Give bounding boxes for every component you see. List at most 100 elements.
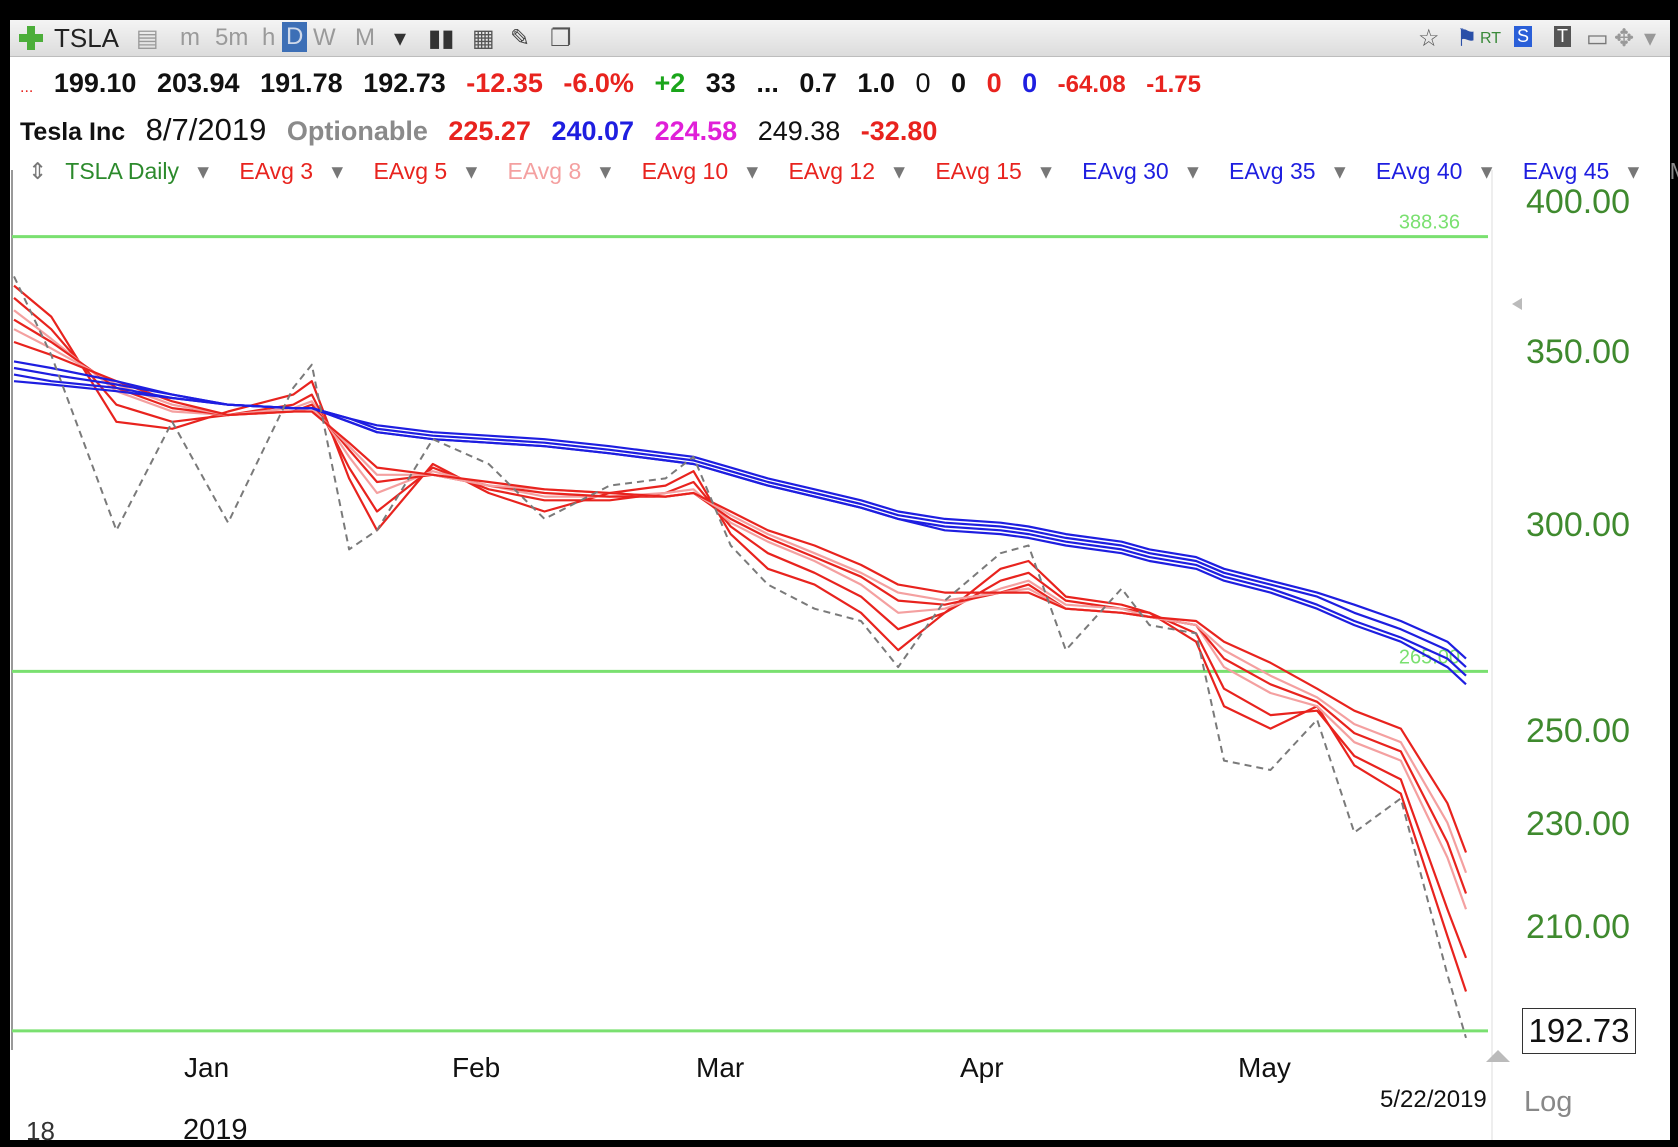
ema-line bbox=[13, 380, 1467, 660]
ema-line bbox=[13, 309, 1468, 910]
stat-value-2: 240.07 bbox=[551, 116, 635, 146]
y-tick-label: 250.00 bbox=[1526, 712, 1630, 750]
legend-item-eavg45[interactable]: EAvg 45 ▾ bbox=[1523, 158, 1651, 184]
ratio-value-1: 0.7 bbox=[799, 68, 837, 98]
symbol-field[interactable]: TSLA bbox=[54, 23, 120, 53]
scan-badge[interactable]: S bbox=[1514, 26, 1533, 47]
save-icon[interactable]: ▭ bbox=[1586, 25, 1609, 52]
pencil-icon[interactable]: ✎ bbox=[510, 25, 531, 52]
timeframe-m[interactable]: m bbox=[180, 24, 200, 51]
move-icon[interactable]: ✥ bbox=[1614, 25, 1635, 52]
stat-value-4: 249.38 bbox=[757, 116, 841, 146]
zero-value-2: 0 bbox=[951, 68, 967, 98]
timeframe-w[interactable]: W bbox=[313, 24, 336, 51]
ema-line bbox=[13, 340, 1468, 853]
change-value: -12.35 bbox=[466, 68, 543, 98]
legend-item-label: EAvg 5 bbox=[373, 158, 448, 184]
legend-item-label: EAvg 10 bbox=[641, 158, 729, 184]
price-line bbox=[13, 275, 1467, 1039]
neg-value-1: -64.08 bbox=[1057, 71, 1126, 98]
change-pct-value: -6.0% bbox=[563, 68, 634, 98]
legend-item-label: EAvg 15 bbox=[935, 158, 1022, 184]
timeframe-month[interactable]: M bbox=[355, 24, 375, 51]
legend-sort-icon[interactable]: ⇕ bbox=[28, 158, 48, 184]
grid-icon[interactable]: ▦ bbox=[472, 25, 495, 52]
ema-line bbox=[13, 284, 1468, 992]
chart-frame: TSLA ▤ m 5m h D W M ▾ ▮▮ ▦ ✎ ❐ ☆ ⚑ RT S … bbox=[10, 20, 1678, 1146]
zero-value-4: 0 bbox=[1022, 68, 1038, 98]
menu-dropdown-icon[interactable]: ▾ bbox=[1644, 25, 1657, 52]
year-label: 2019 bbox=[183, 1114, 248, 1146]
quote-date: 8/7/2019 bbox=[145, 112, 267, 147]
timeframe-dropdown-icon[interactable]: ▾ bbox=[394, 25, 407, 52]
chevron-down-icon: ▾ bbox=[331, 158, 344, 184]
x-tick-label: Jan bbox=[184, 1052, 230, 1083]
legend-item-eavg5[interactable]: EAvg 5 ▾ bbox=[373, 158, 489, 184]
y-tick-label: 400.00 bbox=[1526, 183, 1630, 221]
plus-value: +2 bbox=[654, 68, 686, 98]
stat-value-5: -32.80 bbox=[860, 116, 938, 146]
close-value: 192.73 bbox=[363, 68, 446, 98]
x-tick-label: Apr bbox=[960, 1052, 1004, 1083]
chevron-down-icon: ▾ bbox=[197, 158, 209, 184]
y-tick-label: 350.00 bbox=[1526, 333, 1630, 371]
star-icon[interactable]: ☆ bbox=[1418, 25, 1440, 52]
legend-item-eavg40[interactable]: EAvg 40 ▾ bbox=[1376, 158, 1504, 184]
timeframe-5m[interactable]: 5m bbox=[215, 24, 249, 51]
chevron-down-icon: ▾ bbox=[1333, 158, 1346, 184]
bar-style-icon[interactable]: ▮▮ bbox=[428, 25, 455, 52]
ema-line bbox=[13, 328, 1468, 874]
timeframe-h[interactable]: h bbox=[262, 24, 276, 51]
quote-more-dots[interactable]: ... bbox=[20, 79, 34, 96]
legend-item-label: EAvg 35 bbox=[1229, 158, 1316, 184]
legend-item-label: EAvg 3 bbox=[239, 158, 314, 184]
chevron-down-icon: ▾ bbox=[1480, 158, 1493, 184]
neg-value-2: -1.75 bbox=[1146, 71, 1201, 98]
legend-series-title-text: TSLA Daily bbox=[65, 158, 180, 184]
legend-item-eavg30[interactable]: EAvg 30 ▾ bbox=[1082, 158, 1210, 184]
legend-item-label: EAvg 8 bbox=[507, 158, 582, 184]
legend-item-label: EAvg 45 bbox=[1522, 158, 1610, 184]
copy-icon[interactable]: ❐ bbox=[550, 25, 572, 52]
timeframe-d[interactable]: D bbox=[282, 22, 308, 52]
chevron-down-icon: ▾ bbox=[599, 158, 612, 184]
legend-item-eavg8[interactable]: EAvg 8 ▾ bbox=[508, 158, 624, 184]
stat-value-1: 225.27 bbox=[448, 116, 531, 146]
legend-item-eavg10[interactable]: EAvg 10 ▾ bbox=[642, 158, 770, 184]
high-value: 203.94 bbox=[156, 68, 240, 98]
count-value: 33 bbox=[705, 68, 736, 98]
last-price-marker: 192.73 bbox=[1522, 1008, 1636, 1054]
collapse-arrow-icon bbox=[1512, 298, 1522, 310]
level-line-label: 388.36 bbox=[1399, 212, 1460, 234]
stat-value-3: 224.58 bbox=[654, 116, 738, 146]
flag-icon[interactable]: ⚑ bbox=[1456, 25, 1478, 52]
template-badge[interactable]: T bbox=[1554, 26, 1571, 47]
legend-more-button[interactable]: More bbox=[1670, 158, 1678, 184]
end-date-label: 5/22/2019 bbox=[1380, 1086, 1487, 1113]
realtime-badge[interactable]: RT bbox=[1480, 30, 1502, 47]
y-tick-label: 300.00 bbox=[1526, 506, 1630, 544]
x-tick-label: May bbox=[1238, 1052, 1291, 1083]
add-symbol-icon[interactable] bbox=[18, 25, 44, 51]
legend-item-eavg15[interactable]: EAvg 15 ▾ bbox=[935, 158, 1063, 184]
quote-line-2: Tesla Inc 8/7/2019 Optionable 225.27 240… bbox=[20, 112, 950, 148]
chevron-down-icon: ▾ bbox=[1627, 158, 1640, 184]
log-scale-toggle[interactable]: Log bbox=[1524, 1086, 1573, 1118]
legend-item-eavg35[interactable]: EAvg 35 ▾ bbox=[1229, 158, 1357, 184]
toolbar: TSLA ▤ m 5m h D W M ▾ ▮▮ ▦ ✎ ❐ ☆ ⚑ RT S … bbox=[10, 20, 1670, 57]
y-tick-label: 230.00 bbox=[1526, 805, 1630, 843]
company-name: Tesla Inc bbox=[20, 118, 126, 146]
optionable-label: Optionable bbox=[286, 116, 428, 146]
legend-item-eavg3[interactable]: EAvg 3 ▾ bbox=[239, 158, 355, 184]
quote-dots: ... bbox=[756, 68, 779, 98]
indicator-legend: ⇕ TSLA Daily ▾ EAvg 3 ▾ EAvg 5 ▾ EAvg 8 … bbox=[28, 158, 1678, 185]
print-icon[interactable]: ▤ bbox=[136, 25, 159, 52]
legend-item-label: EAvg 30 bbox=[1082, 158, 1169, 184]
ratio-value-2: 1.0 bbox=[857, 68, 895, 98]
open-value: 199.10 bbox=[53, 68, 137, 98]
legend-item-eavg12[interactable]: EAvg 12 ▾ bbox=[788, 158, 916, 184]
legend-series-title[interactable]: TSLA Daily ▾ bbox=[65, 158, 221, 184]
chevron-down-icon: ▾ bbox=[465, 158, 478, 184]
low-value: 191.78 bbox=[260, 68, 343, 98]
